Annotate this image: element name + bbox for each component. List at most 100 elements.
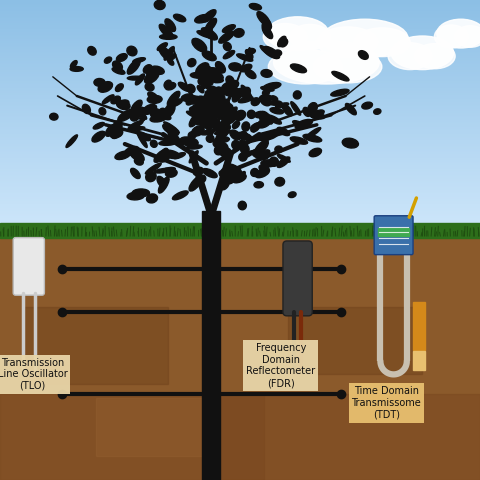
Ellipse shape — [104, 57, 112, 63]
Ellipse shape — [236, 171, 245, 181]
Ellipse shape — [288, 192, 296, 198]
Ellipse shape — [247, 110, 255, 119]
Ellipse shape — [240, 132, 248, 140]
Ellipse shape — [223, 42, 231, 51]
Ellipse shape — [240, 134, 251, 140]
Ellipse shape — [313, 50, 382, 83]
Ellipse shape — [240, 140, 248, 148]
Ellipse shape — [268, 49, 342, 84]
Ellipse shape — [260, 46, 271, 55]
Ellipse shape — [200, 106, 215, 120]
Ellipse shape — [266, 17, 329, 50]
Ellipse shape — [201, 130, 215, 135]
Ellipse shape — [391, 36, 454, 70]
Ellipse shape — [437, 19, 480, 48]
Ellipse shape — [202, 98, 215, 108]
Ellipse shape — [158, 108, 166, 117]
Ellipse shape — [188, 132, 196, 139]
Ellipse shape — [205, 105, 219, 111]
Ellipse shape — [159, 46, 172, 60]
Ellipse shape — [239, 90, 249, 97]
Ellipse shape — [227, 172, 237, 184]
Ellipse shape — [268, 101, 282, 105]
Ellipse shape — [234, 110, 246, 120]
Ellipse shape — [143, 104, 156, 114]
Ellipse shape — [309, 148, 322, 157]
Ellipse shape — [415, 44, 455, 69]
Ellipse shape — [263, 83, 281, 90]
Ellipse shape — [186, 96, 195, 105]
Ellipse shape — [277, 157, 290, 168]
Bar — [24, 307, 168, 384]
Ellipse shape — [106, 124, 116, 136]
Ellipse shape — [192, 38, 207, 52]
Ellipse shape — [195, 100, 209, 108]
Ellipse shape — [311, 110, 324, 118]
Ellipse shape — [259, 165, 269, 172]
Ellipse shape — [165, 83, 176, 90]
Ellipse shape — [197, 85, 204, 93]
Ellipse shape — [202, 116, 210, 125]
Ellipse shape — [219, 100, 228, 108]
Ellipse shape — [270, 108, 283, 114]
Ellipse shape — [212, 79, 223, 83]
Ellipse shape — [214, 107, 223, 112]
Ellipse shape — [132, 189, 149, 197]
Ellipse shape — [166, 169, 177, 177]
Ellipse shape — [223, 50, 235, 59]
Ellipse shape — [240, 145, 249, 154]
Bar — [378, 228, 409, 236]
Ellipse shape — [150, 114, 167, 122]
Ellipse shape — [190, 107, 197, 113]
Ellipse shape — [215, 137, 229, 143]
Ellipse shape — [309, 112, 325, 119]
Ellipse shape — [222, 81, 239, 92]
Bar — [0, 223, 480, 238]
Ellipse shape — [262, 26, 273, 38]
Ellipse shape — [189, 176, 202, 191]
Ellipse shape — [257, 12, 270, 26]
Ellipse shape — [145, 163, 161, 174]
Ellipse shape — [274, 41, 379, 84]
Ellipse shape — [199, 96, 212, 105]
Ellipse shape — [132, 107, 148, 114]
Ellipse shape — [205, 18, 216, 32]
Ellipse shape — [227, 107, 237, 118]
Ellipse shape — [148, 92, 158, 100]
Ellipse shape — [258, 133, 271, 141]
Ellipse shape — [157, 43, 168, 50]
Ellipse shape — [131, 113, 139, 121]
Ellipse shape — [219, 127, 228, 136]
Ellipse shape — [261, 160, 277, 167]
Ellipse shape — [124, 146, 139, 156]
Ellipse shape — [259, 150, 270, 160]
Ellipse shape — [168, 99, 182, 107]
Ellipse shape — [230, 130, 240, 140]
Ellipse shape — [102, 95, 114, 104]
Ellipse shape — [254, 111, 266, 118]
Ellipse shape — [232, 88, 242, 102]
Ellipse shape — [359, 51, 368, 60]
Ellipse shape — [196, 112, 211, 125]
Ellipse shape — [196, 105, 208, 110]
Ellipse shape — [234, 29, 244, 37]
Ellipse shape — [200, 98, 215, 103]
Ellipse shape — [115, 151, 131, 159]
Ellipse shape — [239, 153, 247, 161]
Ellipse shape — [66, 135, 77, 147]
Ellipse shape — [168, 59, 174, 65]
Ellipse shape — [237, 54, 253, 61]
Ellipse shape — [187, 84, 195, 93]
Ellipse shape — [144, 65, 152, 73]
Ellipse shape — [232, 169, 244, 179]
Ellipse shape — [117, 54, 127, 61]
Ellipse shape — [187, 145, 202, 149]
Ellipse shape — [252, 149, 268, 159]
Ellipse shape — [137, 131, 147, 147]
Ellipse shape — [151, 109, 160, 118]
Ellipse shape — [99, 108, 106, 115]
Ellipse shape — [188, 59, 196, 67]
Ellipse shape — [135, 74, 144, 85]
Ellipse shape — [222, 24, 235, 33]
Ellipse shape — [203, 106, 214, 116]
